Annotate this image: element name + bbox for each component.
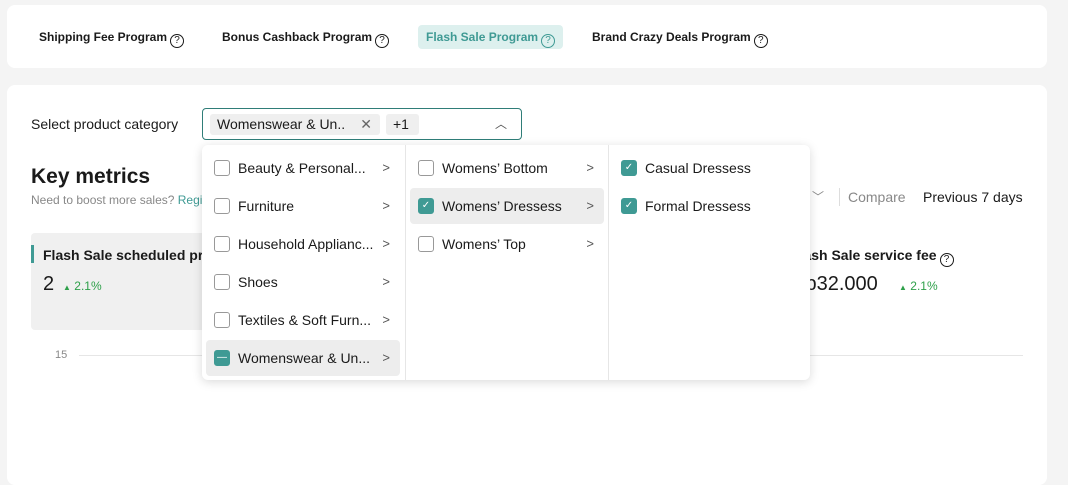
checkbox[interactable]: [214, 198, 230, 214]
category-select[interactable]: Womenswear & Un.. ✕ +1 ︿: [202, 108, 522, 140]
dropdown-column-3: ✓ Casual Dressess ✓ Formal Dressess: [608, 145, 810, 380]
option-label: Formal Dressess: [645, 198, 751, 214]
option-womenswear[interactable]: — Womenswear & Un... >: [206, 340, 400, 376]
label-text: Flash Sale service fee: [791, 247, 937, 263]
tab-label: Flash Sale Program: [426, 30, 539, 44]
option-label: Casual Dressess: [645, 160, 751, 176]
option-label: Furniture: [238, 198, 295, 214]
metric-value: Rp32.000: [791, 273, 878, 295]
tab-shipping-fee[interactable]: Shipping Fee Program?: [31, 25, 192, 49]
option-textiles[interactable]: Textiles & Soft Furn... >: [206, 302, 400, 338]
metric-card-service-fee[interactable]: Flash Sale service fee? Rp32.000 ▲ 2.1%: [779, 233, 1019, 330]
key-metrics-title: Key metrics: [31, 165, 151, 188]
tab-label: Bonus Cashback Program: [222, 30, 373, 44]
subtitle-text: Need to boost more sales?: [31, 193, 175, 207]
selected-chip: Womenswear & Un.. ✕: [210, 114, 380, 135]
metric-label: Flash Sale service fee?: [791, 247, 954, 267]
checkbox[interactable]: [214, 312, 230, 328]
option-label: Textiles & Soft Furn...: [238, 312, 372, 328]
checkbox[interactable]: [214, 236, 230, 252]
up-arrow-icon: ▲: [63, 283, 71, 292]
compare-label: Compare: [848, 189, 906, 205]
tab-label: Brand Crazy Deals Program: [592, 30, 751, 44]
chip-label: Womenswear & Un..: [217, 116, 346, 132]
divider: [839, 188, 840, 206]
option-label: Womenswear & Un...: [238, 350, 371, 366]
metric-change: ▲ 2.1%: [899, 279, 938, 293]
compare-period[interactable]: Previous 7 days: [923, 189, 1023, 205]
checkbox-checked[interactable]: ✓: [418, 198, 434, 214]
checkbox[interactable]: [214, 274, 230, 290]
option-shoes[interactable]: Shoes >: [206, 264, 400, 300]
tab-label: Shipping Fee Program: [39, 30, 168, 44]
metric-label: Flash Sale scheduled products: [43, 247, 250, 263]
chevron-up-icon[interactable]: ︿: [494, 117, 507, 131]
chevron-right-icon: >: [382, 160, 390, 175]
active-indicator: [31, 245, 34, 263]
option-label: Shoes: [238, 274, 278, 290]
chevron-right-icon: >: [382, 274, 390, 289]
help-icon[interactable]: ?: [541, 34, 556, 48]
chevron-right-icon: >: [382, 236, 390, 251]
tab-bonus-cashback[interactable]: Bonus Cashback Program?: [214, 25, 397, 49]
option-formal-dressess[interactable]: ✓ Formal Dressess: [613, 188, 807, 224]
chevron-right-icon: >: [382, 198, 390, 213]
option-household[interactable]: Household Applianc... >: [206, 226, 400, 262]
help-icon[interactable]: ?: [170, 34, 185, 48]
metric-value: 2: [43, 273, 55, 295]
chevron-right-icon: >: [586, 160, 594, 175]
checkbox-checked[interactable]: ✓: [621, 198, 637, 214]
option-womens-top[interactable]: Womens’ Top >: [410, 226, 604, 262]
dropdown-column-1: Beauty & Personal... > Furniture > Househo…: [202, 145, 405, 380]
close-icon[interactable]: ✕: [360, 116, 372, 132]
option-label: Household Applianc...: [238, 236, 374, 252]
category-label: Select product category: [31, 116, 179, 132]
more-chip: +1: [386, 114, 419, 135]
option-label: Womens’ Top: [442, 236, 526, 252]
option-furniture[interactable]: Furniture >: [206, 188, 400, 224]
category-dropdown: Beauty & Personal... > Furniture > Househo…: [202, 145, 810, 380]
chevron-right-icon: >: [382, 350, 390, 365]
option-casual-dressess[interactable]: ✓ Casual Dressess: [613, 150, 807, 186]
chevron-right-icon: >: [586, 236, 594, 251]
help-icon[interactable]: ?: [939, 253, 954, 267]
chevron-right-icon: >: [586, 198, 594, 213]
metric-change: ▲ 2.1%: [63, 279, 102, 293]
tab-brand-crazy-deals[interactable]: Brand Crazy Deals Program?: [584, 25, 776, 49]
dropdown-column-2: Womens’ Bottom > ✓ Womens’ Dressess > Women…: [405, 145, 608, 380]
help-icon[interactable]: ?: [375, 34, 390, 48]
option-label: Womens’ Bottom: [442, 160, 548, 176]
checkbox[interactable]: [214, 160, 230, 176]
chevron-right-icon: >: [382, 312, 390, 327]
change-text: 2.1%: [910, 279, 938, 293]
checkbox-checked[interactable]: ✓: [621, 160, 637, 176]
up-arrow-icon: ▲: [899, 283, 907, 292]
chevron-down-icon[interactable]: ﹀: [812, 190, 825, 204]
checkbox[interactable]: [418, 236, 434, 252]
checkbox[interactable]: [418, 160, 434, 176]
option-label: Womens’ Dressess: [442, 198, 562, 214]
option-beauty[interactable]: Beauty & Personal... >: [206, 150, 400, 186]
change-text: 2.1%: [74, 279, 102, 293]
option-womens-bottom[interactable]: Womens’ Bottom >: [410, 150, 604, 186]
tab-flash-sale[interactable]: Flash Sale Program?: [418, 25, 564, 49]
checkbox-indeterminate[interactable]: —: [214, 350, 230, 366]
chart-tick-label: 15: [55, 349, 68, 361]
option-womens-dressess[interactable]: ✓ Womens’ Dressess >: [410, 188, 604, 224]
option-label: Beauty & Personal...: [238, 160, 366, 176]
help-icon[interactable]: ?: [753, 34, 768, 48]
